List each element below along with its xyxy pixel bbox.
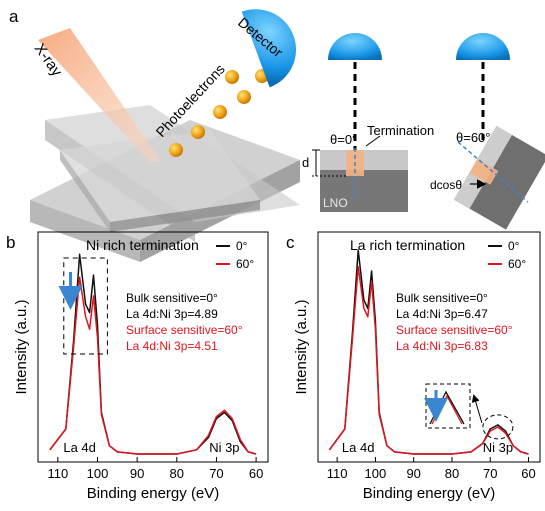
x-tick-label: 80 — [170, 466, 184, 481]
legend-entry: 60° — [508, 257, 526, 271]
annotation-bulk: Bulk sensitive=0° — [396, 291, 488, 305]
annotation-surface-ratio: La 4d:Ni 3p=6.83 — [396, 339, 488, 353]
x-tick-label: 60 — [521, 466, 535, 481]
peak-label-ni3p: Ni 3p — [209, 440, 239, 455]
x-axis-label: Binding energy (eV) — [87, 485, 220, 502]
x-tick-label: 90 — [406, 466, 420, 481]
x-tick-label: 100 — [87, 466, 109, 481]
annotation-surface: Surface sensitive=60° — [126, 323, 243, 337]
panel-label-b: b — [6, 233, 15, 252]
annotation-surface: Surface sensitive=60° — [396, 323, 513, 337]
theta0-label: θ=0° — [330, 132, 357, 147]
x-tick-label: 110 — [327, 466, 348, 481]
x-axis-label: Binding energy (eV) — [363, 485, 496, 502]
legend-entry: 0° — [236, 239, 248, 253]
peak-label-la4d: La 4d — [63, 440, 96, 455]
chart-title: La rich termination — [350, 237, 465, 253]
x-tick-label: 110 — [47, 466, 68, 481]
x-tick-label: 90 — [130, 466, 144, 481]
x-tick-label: 70 — [483, 466, 497, 481]
chart-title: Ni rich termination — [86, 237, 199, 253]
dcos-label: dcosθ — [430, 178, 462, 192]
x-tick-label: 60 — [249, 466, 263, 481]
chart-c: c 110 100 90 80 70 60 Binding energy (eV) Intens… — [286, 232, 540, 502]
lno-label: LNO — [323, 196, 348, 210]
annotation-bulk-ratio: La 4d:Ni 3p=6.47 — [396, 307, 488, 321]
annotation-surface-ratio: La 4d:Ni 3p=4.51 — [126, 339, 218, 353]
chart-b: b 110 100 90 80 70 60 Binding energy (eV) Intens… — [6, 232, 268, 502]
zoom-arrow-icon — [474, 396, 482, 423]
legend-entry: 60° — [236, 257, 254, 271]
inset-box — [426, 384, 470, 428]
charts: b 110 100 90 80 70 60 Binding energy (eV) Intens… — [6, 232, 540, 502]
panel-a-label: a — [9, 7, 19, 26]
annotation-bulk-ratio: La 4d:Ni 3p=4.89 — [126, 307, 218, 321]
legend-entry: 0° — [508, 239, 520, 253]
theta60-label: θ=60° — [456, 130, 490, 145]
panel-a: a X-ray Photoelectrons — [9, 0, 545, 262]
panel-label-c: c — [286, 233, 295, 252]
d-label: d — [302, 155, 309, 170]
x-tick-label: 80 — [445, 466, 459, 481]
x-tick-label: 70 — [209, 466, 223, 481]
termination-label: Termination — [367, 123, 434, 138]
x-tick-label: 100 — [365, 466, 387, 481]
annotation-bulk: Bulk sensitive=0° — [126, 291, 218, 305]
peak-label-la4d: La 4d — [342, 440, 375, 455]
y-axis-label: Intensity (a.u.) — [293, 299, 310, 394]
peak-label-ni3p: Ni 3p — [483, 440, 513, 455]
y-axis-label: Intensity (a.u.) — [13, 299, 30, 394]
